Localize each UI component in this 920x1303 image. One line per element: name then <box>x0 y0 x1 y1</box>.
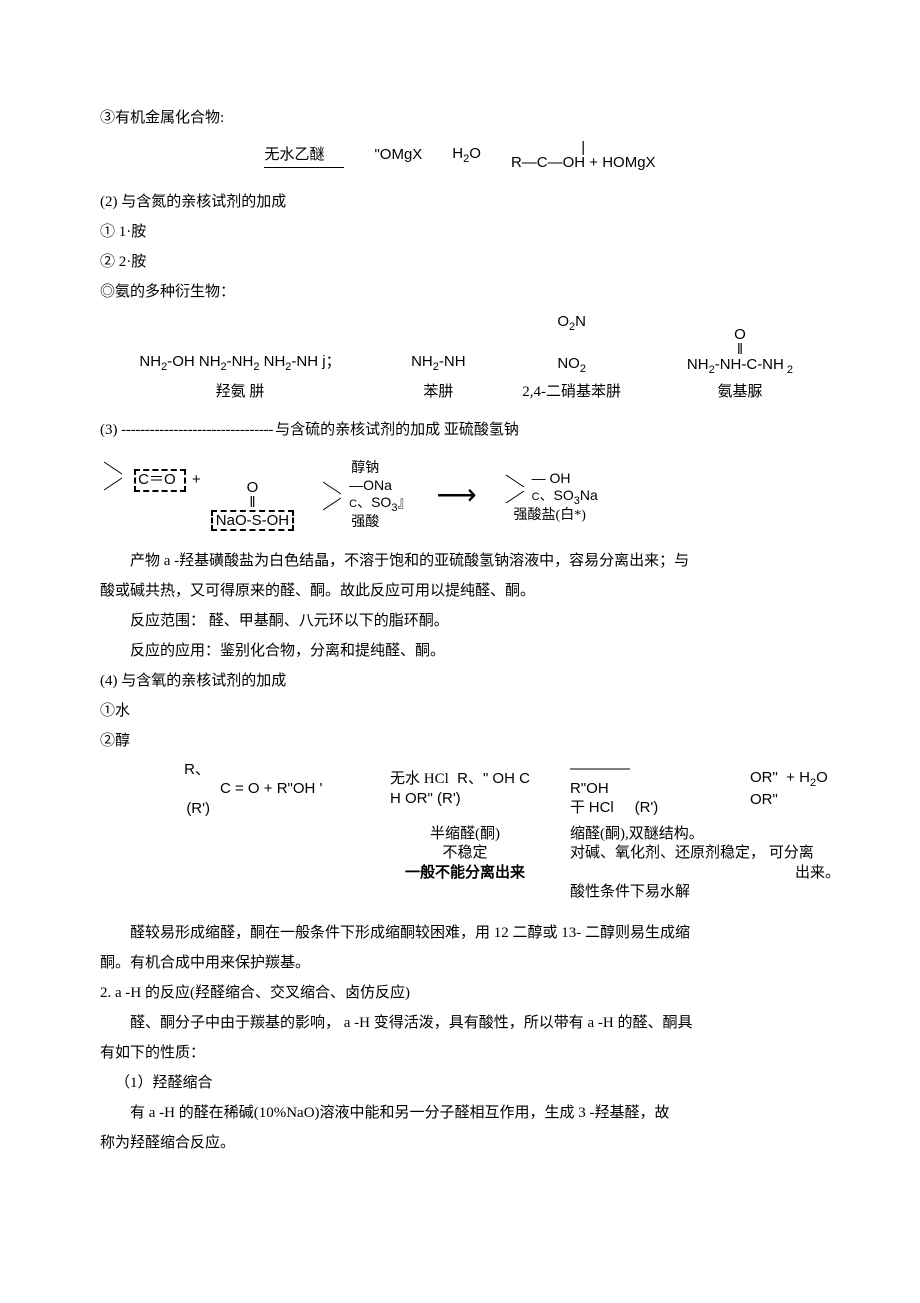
sec4-para-1a: 醛较易形成缩醛，酮在一般条件下形成缩酮较困难，用 12 二醇或 13- 二醇则易… <box>100 921 820 945</box>
amine-group-4: O ‖ NH2-NH-C-NH 2 <box>660 323 820 376</box>
sec5-sub-1: （1）羟醛缩合 <box>100 1071 820 1095</box>
sec5-para-1a: 醛、酮分子中由于羰基的影响， a -H 变得活泼，具有酸性，所以带有 a -H … <box>100 1011 820 1035</box>
arrow-icon: ⟶ <box>436 473 476 518</box>
sec5-title: 2. a -H 的反应(羟醛缩合、交叉缩合、卤仿反应) <box>100 981 820 1005</box>
grignard-scheme: 无水乙醚 "OMgX H2O | R—C—OH + HOMgX <box>100 140 820 170</box>
acetal-scheme: R、 (R') C = O + R"OH ' 无水 HCl R、" OH C H… <box>100 759 820 819</box>
sec2-title: (2) 与含氮的亲核试剂的加成 <box>100 190 820 214</box>
sec4-para-1b: 酮。有机合成中用来保护羰基。 <box>100 951 820 975</box>
sec2-item-3: ◎氨的多种衍生物： <box>100 280 820 304</box>
carbonyl-bonds-icon <box>100 456 130 496</box>
sec3-title-row: (3) - - - - - - - - - - - - - - - - - - … <box>100 418 820 442</box>
sec5-para-2b: 称为羟醛缩合反应。 <box>100 1131 820 1155</box>
sec3-para-1b: 酸或碱共热，又可得原来的醛、酮。故此反应可用以提纯醛、酮。 <box>100 579 820 603</box>
amine-group-1: NH2-OH NH2-NH2 NH2-NH j； <box>100 350 380 377</box>
sec5-para-1b: 有如下的性质： <box>100 1041 820 1065</box>
heading-organometallic: ③有机金属化合物: <box>100 106 820 130</box>
label-hydroxylamine: 羟氨 肼 <box>100 380 380 404</box>
sulfur-scheme: C＝O + O ‖ NaO-S-OH 醇钠 —ONa C、SO3』 强酸 ⟶ —… <box>100 456 820 535</box>
acetal-hcl-dry: ———— R"OH 干 HCl (R') <box>570 759 740 819</box>
hemiacetal-labels: 半缩醛(酮) 不稳定 一般不能分离出来 <box>370 825 560 903</box>
acetal-reactant-r: R、 (R') <box>100 760 210 819</box>
amine-group-3: O2N NO2 <box>497 312 647 376</box>
amine-formulas-row: NH2-OH NH2-NH2 NH2-NH j； NH2-NH O2N NO2 … <box>100 312 820 376</box>
sec4-title: (4) 与含氧的亲核试剂的加成 <box>100 669 820 693</box>
sec2-item-2: ② 2·胺 <box>100 250 820 274</box>
amine-group-2: NH2-NH <box>393 350 483 377</box>
acetal-labels-row: 半缩醛(酮) 不稳定 一般不能分离出来 缩醛(酮),双醚结构。 对碱、氧化剂、还… <box>100 825 820 903</box>
label-dnph: 2,4-二硝基苯肼 <box>497 380 647 404</box>
label-anhydrous-ether: 无水乙醚 <box>264 143 344 168</box>
intermediate-block: 醇钠 —ONa C、SO3』 强酸 <box>319 462 411 530</box>
amine-labels-row: 羟氨 肼 苯肼 2,4-二硝基苯肼 氨基脲 <box>100 380 820 404</box>
dashed-leader: - - - - - - - - - - - - - - - - - - - - … <box>121 422 271 438</box>
bond-icon <box>319 476 349 516</box>
sec4-item-2: ②醇 <box>100 729 820 753</box>
acetal-reactant-eq: C = O + R"OH ' <box>220 777 380 801</box>
sec5-para-2a: 有 a -H 的醛在稀碱(10%NaO)溶液中能和另一分子醛相互作用，生成 3 … <box>100 1101 820 1125</box>
sec3-para-1a: 产物 a -羟基磺酸盐为白色结晶，不溶于饱和的亚硫酸氢钠溶液中，容易分离出来；与 <box>100 549 820 573</box>
sec2-item-1: ① 1·胺 <box>100 220 820 244</box>
acetal-labels: 缩醛(酮),双醚结构。 对碱、氧化剂、还原剂稳定， 可分离 出来。 酸性条件下易… <box>570 825 840 903</box>
frag-product: | R—C—OH + HOMgX <box>511 140 656 170</box>
label-semicarbazide: 氨基脲 <box>660 380 820 404</box>
frag-h2o: H2O <box>452 142 481 169</box>
acetal-product: OR" + H2O OR" <box>750 768 870 810</box>
sec3-para-3: 反应的应用：鉴别化合物，分离和提纯醛、酮。 <box>100 639 820 663</box>
label-phenylhydrazine: 苯肼 <box>393 380 483 404</box>
frag-omgx: "OMgX <box>374 143 422 167</box>
acetal-hcl-mid: 无水 HCl R、" OH C H OR" (R') <box>390 769 560 809</box>
reactant-carbonyl: C＝O + O ‖ NaO-S-OH <box>100 456 294 535</box>
product-block: — OH C、SO3Na 强酸盐(白*) <box>502 469 598 523</box>
bond-icon-2 <box>502 469 532 509</box>
sec4-item-1: ①水 <box>100 699 820 723</box>
sec3-para-2: 反应范围： 醛、甲基酮、八元环以下的脂环酮。 <box>100 609 820 633</box>
